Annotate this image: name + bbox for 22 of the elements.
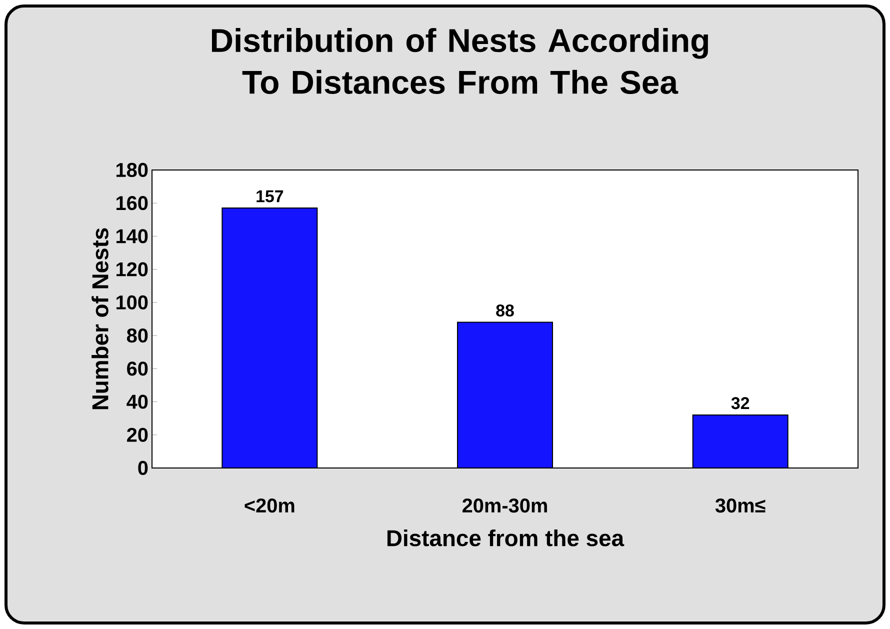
x-tick-label: 30m≤ (715, 498, 766, 513)
y-tick-label: 80 (126, 328, 148, 343)
x-axis-title: Distance from the sea (387, 529, 624, 546)
y-tick-label: 100 (116, 295, 148, 310)
data-label: 157 (256, 190, 284, 202)
x-tick-label: <20m (244, 498, 294, 513)
x-tick-label: 20m-30m (462, 498, 547, 513)
data-label: 32 (731, 397, 750, 410)
y-tick-label: 180 (116, 162, 148, 178)
y-tick-label: 60 (127, 362, 148, 376)
y-tick-label: 40 (126, 394, 148, 409)
y-tick-label: 160 (116, 196, 148, 210)
y-tick-label: 140 (116, 229, 148, 244)
bar (457, 322, 554, 468)
y-tick-label: 0 (138, 460, 148, 476)
bar (222, 208, 318, 468)
y-tick-label: 20 (127, 428, 148, 442)
bar (692, 414, 788, 468)
data-label: 88 (496, 304, 514, 316)
chart-title: Distribution of Nests According To Distances From The Sea (212, 28, 708, 94)
y-axis-title: Number of Nests (92, 228, 108, 410)
y-tick-label: 120 (116, 262, 148, 276)
